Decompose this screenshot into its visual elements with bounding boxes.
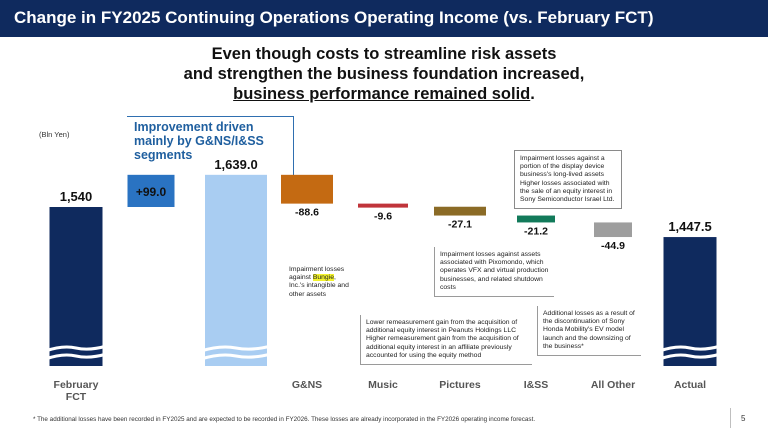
bar-subtotal-2 — [205, 174, 267, 366]
note-gns-post: , Inc.'s intangible and other assets — [289, 274, 349, 298]
x-tick-label-actual: Actual — [674, 379, 706, 391]
headline-line-1: Even though costs to streamline risk ass… — [211, 45, 557, 63]
note-gns-highlight: Bungie — [312, 274, 334, 282]
axis-break-february-fct — [45, 344, 107, 361]
bar-g-ns — [281, 174, 333, 204]
improvement-callout-text: Improvement driven mainly by G&NS/I&SS s… — [134, 120, 264, 162]
note-gns-pre: Impairment losses against — [289, 266, 345, 282]
x-tick-label-all-other: All Other — [591, 379, 635, 391]
value-label-actual: 1,447.5 — [668, 219, 711, 234]
x-tick-label-pictures: Pictures — [439, 379, 481, 391]
x-tick-label-february: February — [54, 379, 99, 391]
note-pictures: Impairment losses against assets associa… — [434, 247, 554, 298]
value-label-music: -9.6 — [374, 211, 392, 223]
value-label-subtotal-2: 1,639.0 — [214, 157, 257, 172]
x-tick-label-fct: FCT — [66, 391, 87, 403]
headline-line-3: business performance remained solid. — [0, 84, 768, 104]
bar-pictures — [434, 206, 486, 216]
note-music: Lower remeasurement gain from the acquis… — [360, 315, 532, 366]
page-divider — [730, 408, 731, 428]
axis-break-subtotal-2 — [200, 344, 272, 361]
bar-actual — [663, 237, 717, 366]
axis-break-actual — [659, 344, 721, 361]
value-label-all-other: -44.9 — [601, 240, 625, 252]
value-label-delta-1: +99.0 — [136, 185, 167, 199]
value-label-february-fct: 1,540 — [60, 189, 93, 204]
headline: Even though costs to streamline risk ass… — [0, 44, 768, 104]
slide-title: Change in FY2025 Continuing Operations O… — [14, 8, 654, 27]
bar-february-fct — [49, 207, 103, 366]
footnote: * The additional losses have been record… — [33, 416, 536, 423]
page-number: 5 — [741, 414, 746, 423]
bar-delta-1 — [127, 174, 175, 207]
note-iss: Impairment losses against a portion of t… — [514, 150, 622, 210]
unit-label: (Bln Yen) — [39, 130, 70, 139]
x-tick-label-g-ns: G&NS — [292, 379, 322, 391]
headline-line-2: and strengthen the business foundation i… — [183, 65, 585, 83]
note-all-other: Additional losses as a result of the dis… — [537, 306, 641, 357]
value-label-pictures: -27.1 — [448, 219, 472, 231]
value-labels-group: 1,540 +99.0 1,639.0 -88.6 -9.6 -27.1 -21.2 -44.… — [60, 157, 712, 252]
value-label-i-ss: -21.2 — [524, 225, 548, 237]
title-bar: Change in FY2025 Continuing Operations O… — [0, 0, 768, 37]
headline-tail: . — [530, 85, 535, 103]
improvement-callout: Improvement driven mainly by G&NS/I&SS s… — [127, 116, 294, 187]
x-tick-label-music: Music — [368, 379, 398, 391]
note-gns: Impairment losses against Bungie, Inc.'s… — [284, 262, 356, 303]
bars-group — [45, 174, 721, 366]
x-tick-label-i-ss: I&SS — [524, 379, 549, 391]
headline-underlined: business performance remained solid — [233, 85, 531, 103]
bar-all-other — [594, 222, 632, 238]
bar-i-ss — [517, 215, 555, 223]
bar-music — [358, 203, 408, 208]
value-label-g-ns: -88.6 — [295, 207, 319, 219]
